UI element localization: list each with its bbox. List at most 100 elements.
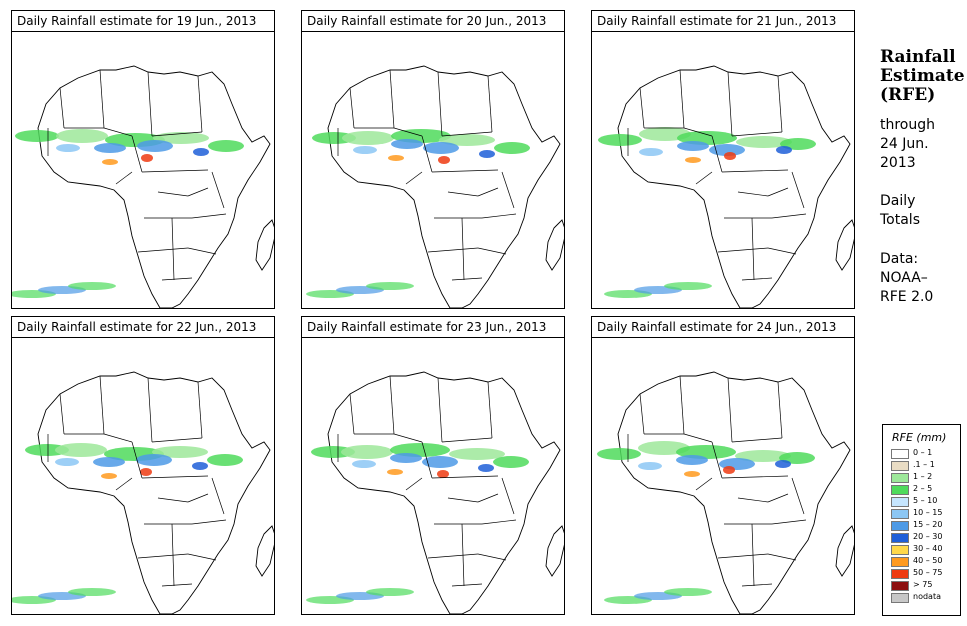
country-border <box>187 493 209 503</box>
legend-label: 20 – 30 <box>913 532 943 541</box>
rainfall-area <box>152 446 208 458</box>
country-border <box>711 441 723 479</box>
rfe-legend: RFE (mm) 0 – 1 .1 – 1 1 – 2 2 – 5 5 – 10… <box>882 424 961 616</box>
country-border <box>501 171 515 209</box>
madagascar-outline <box>255 525 274 577</box>
legend-label: 50 – 75 <box>913 568 943 577</box>
product-title: Rainfall Estimate (RFE) <box>880 48 965 105</box>
country-border <box>99 69 105 129</box>
country-border <box>405 171 423 185</box>
legend-label: 2 – 5 <box>913 484 933 493</box>
rainfall-area <box>141 154 153 162</box>
country-border <box>131 441 143 479</box>
country-border <box>683 127 713 137</box>
data-source-line: RFE 2.0 <box>880 289 934 305</box>
rainfall-area <box>208 140 244 152</box>
panel-title-text: Daily Rainfall estimate for 24 Jun., 201… <box>597 320 837 334</box>
ocean-rainfall-area <box>366 282 414 290</box>
country-border <box>197 381 203 439</box>
data-source: Data: NOAA– RFE 2.0 <box>880 250 933 307</box>
legend-label: .1 – 1 <box>913 460 935 469</box>
legend-swatch <box>891 461 909 471</box>
rainfall-area <box>449 448 505 460</box>
country-border <box>791 477 805 515</box>
through-date-value: 24 Jun. <box>880 136 929 152</box>
panel-title-text: Daily Rainfall estimate for 23 Jun., 201… <box>307 320 547 334</box>
through-label: through <box>880 117 936 133</box>
rainfall-area <box>93 457 125 467</box>
country-border <box>99 375 105 435</box>
rainfall-area <box>639 148 663 156</box>
country-border <box>131 135 143 173</box>
rainfall-map <box>591 31 855 309</box>
rainfall-area <box>685 157 701 163</box>
country-border <box>501 477 515 515</box>
country-border <box>393 433 423 443</box>
rainfall-area <box>494 142 530 154</box>
rainfall-area <box>598 134 642 146</box>
legend-label: 15 – 20 <box>913 520 943 529</box>
rainfall-area <box>422 456 458 468</box>
rainfall-area <box>94 143 126 153</box>
rainfall-area <box>709 144 745 156</box>
rainfall-map <box>301 337 565 615</box>
country-border <box>777 75 783 133</box>
legend-label: > 75 <box>913 580 933 589</box>
legend-label: nodata <box>913 592 941 601</box>
rainfall-area <box>55 443 107 457</box>
rainfall-area <box>724 152 736 160</box>
panel-title: Daily Rainfall estimate for 24 Jun., 201… <box>591 316 855 338</box>
panel-title: Daily Rainfall estimate for 22 Jun., 201… <box>11 316 275 338</box>
title-line: Rainfall <box>880 47 956 67</box>
legend-label: 30 – 40 <box>913 544 943 553</box>
country-border <box>151 131 203 137</box>
panel-title: Daily Rainfall estimate for 23 Jun., 201… <box>301 316 565 338</box>
country-border <box>679 69 685 129</box>
rainfall-area <box>207 454 243 466</box>
country-border <box>147 71 153 137</box>
country-border <box>731 437 783 443</box>
rainfall-area <box>684 471 700 477</box>
country-border <box>427 553 479 559</box>
country-border <box>141 475 209 479</box>
continent-outline <box>37 65 271 308</box>
through-year: 2013 <box>880 155 916 171</box>
country-border <box>437 377 443 443</box>
country-border <box>717 553 769 559</box>
country-border <box>197 75 203 133</box>
totals-line: Totals <box>880 212 920 228</box>
country-border <box>171 523 175 587</box>
legend-swatch <box>891 521 909 531</box>
country-border <box>141 169 209 173</box>
rainfall-area <box>438 156 450 164</box>
continent-outline <box>37 371 271 614</box>
africa-map-svg <box>12 65 274 308</box>
country-border <box>427 247 479 253</box>
country-border <box>695 477 713 491</box>
madagascar-outline <box>255 219 274 271</box>
rainfall-area <box>493 456 529 468</box>
rainfall-area <box>723 466 735 474</box>
country-border <box>103 433 133 443</box>
country-border <box>751 523 755 587</box>
rainfall-area <box>388 155 404 161</box>
country-border <box>461 523 465 587</box>
rainfall-area <box>439 134 495 146</box>
country-border <box>389 69 395 129</box>
country-border <box>389 375 395 435</box>
country-border <box>771 519 807 525</box>
rainfall-area <box>15 130 59 142</box>
country-border <box>695 171 713 185</box>
country-border <box>767 187 789 197</box>
country-border <box>683 433 713 443</box>
rainfall-area <box>352 460 376 468</box>
title-line: Estimate <box>880 66 965 86</box>
rainfall-area <box>192 462 208 470</box>
rainfall-area <box>342 131 394 145</box>
legend-swatch <box>891 509 909 519</box>
rainfall-area <box>597 448 641 460</box>
ocean-rainfall-area <box>366 588 414 596</box>
country-border <box>431 475 499 479</box>
totals-note: Daily Totals <box>880 192 920 230</box>
rainfall-area <box>387 469 403 475</box>
